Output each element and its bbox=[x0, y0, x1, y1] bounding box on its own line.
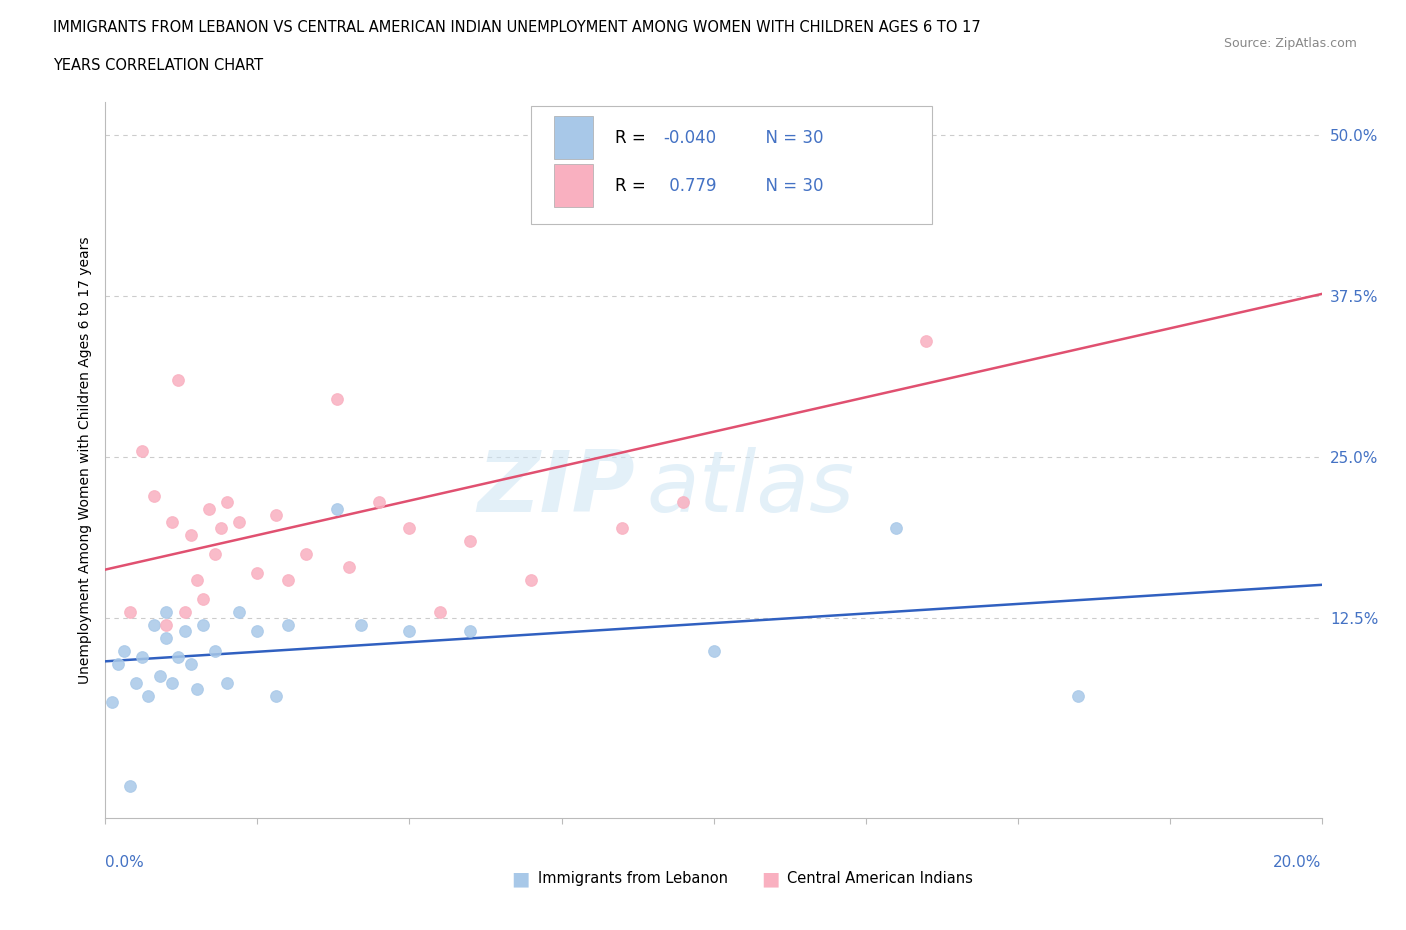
Text: ■: ■ bbox=[761, 870, 780, 888]
Point bbox=[155, 604, 177, 619]
Text: R =: R = bbox=[614, 177, 651, 194]
Point bbox=[112, 644, 135, 658]
Point bbox=[277, 572, 299, 587]
Point bbox=[143, 488, 166, 503]
Point bbox=[217, 675, 239, 690]
Point bbox=[398, 624, 420, 639]
Point bbox=[368, 495, 391, 510]
Point bbox=[118, 604, 141, 619]
Point bbox=[191, 618, 214, 632]
Point bbox=[131, 650, 153, 665]
Point bbox=[884, 521, 907, 536]
Point bbox=[672, 495, 695, 510]
Point bbox=[162, 675, 184, 690]
Bar bbox=[554, 165, 593, 207]
Point bbox=[228, 604, 250, 619]
Point bbox=[149, 669, 172, 684]
Text: atlas: atlas bbox=[647, 447, 855, 530]
Point bbox=[325, 392, 347, 406]
Point bbox=[198, 501, 221, 516]
Text: IMMIGRANTS FROM LEBANON VS CENTRAL AMERICAN INDIAN UNEMPLOYMENT AMONG WOMEN WITH: IMMIGRANTS FROM LEBANON VS CENTRAL AMERI… bbox=[53, 20, 981, 35]
Point bbox=[186, 682, 208, 697]
Point bbox=[167, 372, 190, 387]
Point bbox=[458, 624, 481, 639]
Point bbox=[186, 572, 208, 587]
Point bbox=[209, 521, 232, 536]
Text: N = 30: N = 30 bbox=[755, 177, 824, 194]
Bar bbox=[554, 116, 593, 159]
Point bbox=[107, 657, 129, 671]
Point bbox=[325, 501, 347, 516]
Text: 0.0%: 0.0% bbox=[105, 855, 145, 870]
Point bbox=[702, 644, 725, 658]
Point bbox=[167, 650, 190, 665]
Point bbox=[246, 624, 269, 639]
Point bbox=[915, 334, 938, 349]
Point bbox=[337, 559, 360, 574]
Text: YEARS CORRELATION CHART: YEARS CORRELATION CHART bbox=[53, 58, 263, 73]
Point bbox=[612, 521, 634, 536]
Point bbox=[131, 444, 153, 458]
Point bbox=[398, 521, 420, 536]
Text: -0.040: -0.040 bbox=[664, 129, 717, 147]
Point bbox=[458, 534, 481, 549]
Y-axis label: Unemployment Among Women with Children Ages 6 to 17 years: Unemployment Among Women with Children A… bbox=[77, 236, 91, 684]
Point bbox=[264, 508, 287, 523]
Point bbox=[118, 778, 141, 793]
Point bbox=[155, 618, 177, 632]
Point bbox=[204, 644, 226, 658]
Text: N = 30: N = 30 bbox=[755, 129, 824, 147]
Text: Central American Indians: Central American Indians bbox=[787, 871, 973, 886]
Point bbox=[180, 527, 202, 542]
Point bbox=[204, 547, 226, 562]
Point bbox=[173, 624, 195, 639]
Text: 0.779: 0.779 bbox=[664, 177, 716, 194]
Text: Immigrants from Lebanon: Immigrants from Lebanon bbox=[538, 871, 728, 886]
Point bbox=[143, 618, 166, 632]
Text: Source: ZipAtlas.com: Source: ZipAtlas.com bbox=[1223, 37, 1357, 50]
Point bbox=[295, 547, 318, 562]
Point bbox=[228, 514, 250, 529]
Point bbox=[162, 514, 184, 529]
Point bbox=[155, 631, 177, 645]
Text: ■: ■ bbox=[510, 870, 530, 888]
Point bbox=[180, 657, 202, 671]
Point bbox=[173, 604, 195, 619]
Point bbox=[350, 618, 373, 632]
Point bbox=[191, 591, 214, 606]
Point bbox=[1067, 688, 1090, 703]
Point bbox=[429, 604, 451, 619]
Point bbox=[246, 565, 269, 580]
Point bbox=[136, 688, 159, 703]
Point bbox=[264, 688, 287, 703]
Text: ZIP: ZIP bbox=[477, 447, 634, 530]
Text: 20.0%: 20.0% bbox=[1274, 855, 1322, 870]
Point bbox=[100, 695, 122, 710]
FancyBboxPatch shape bbox=[531, 106, 932, 224]
Point bbox=[520, 572, 543, 587]
Point bbox=[125, 675, 148, 690]
Point bbox=[793, 205, 815, 219]
Text: R =: R = bbox=[614, 129, 651, 147]
Point bbox=[277, 618, 299, 632]
Point bbox=[217, 495, 239, 510]
